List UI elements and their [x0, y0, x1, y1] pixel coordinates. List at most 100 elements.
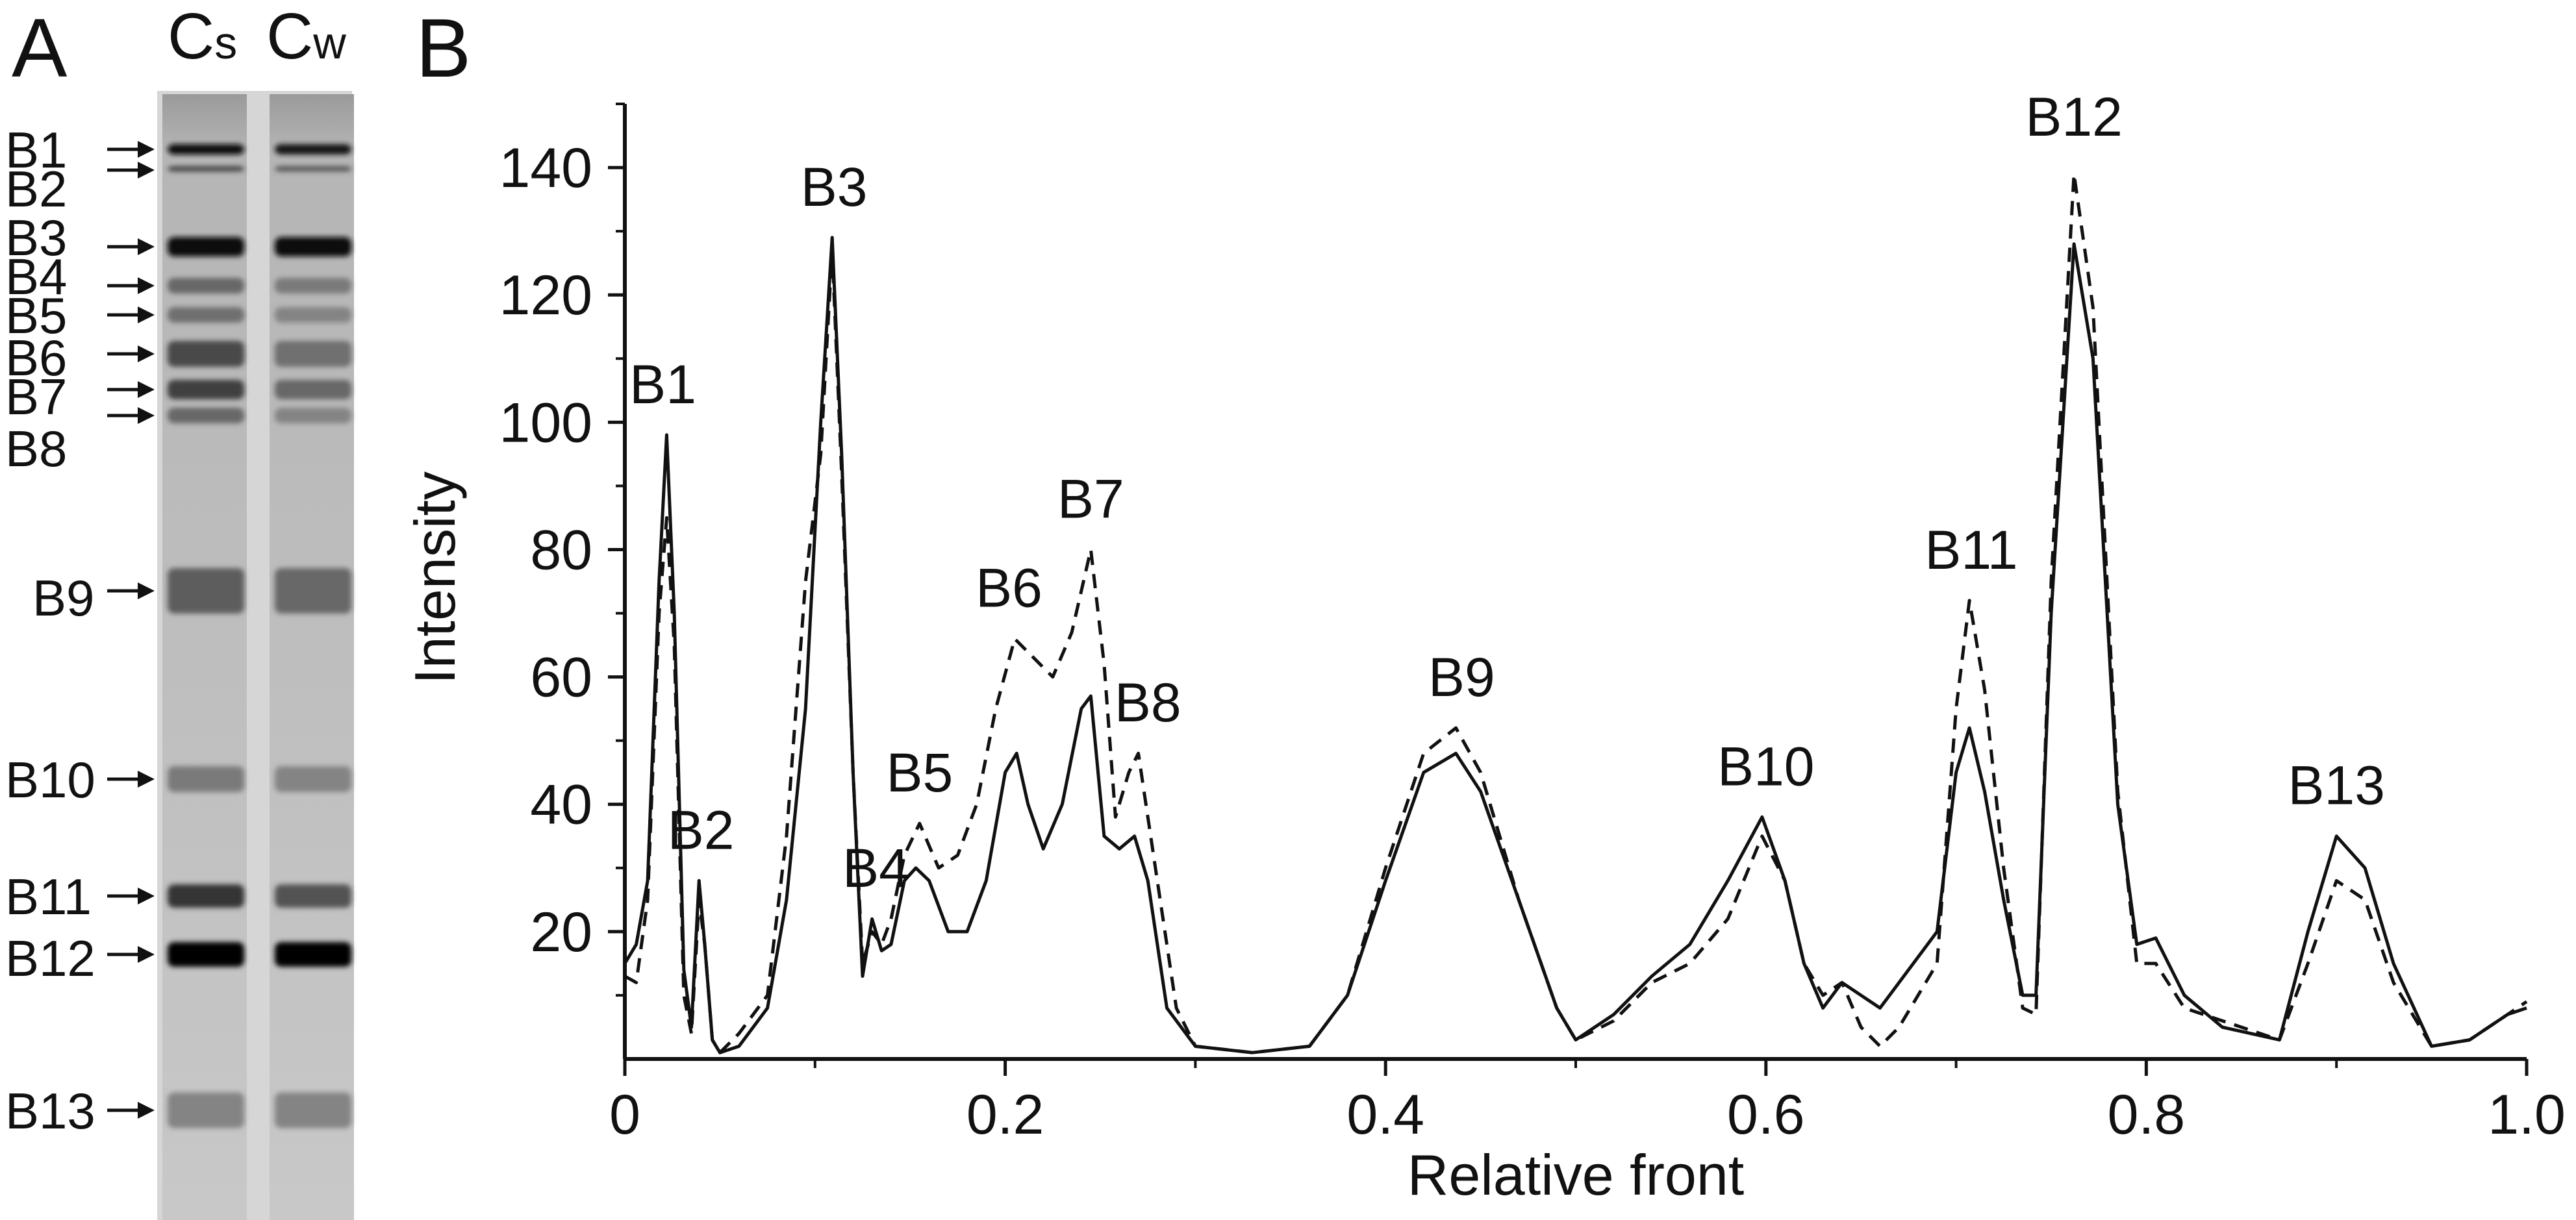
gel-band — [275, 237, 351, 256]
band-arrow-head — [138, 306, 155, 323]
gel-lane-cs — [162, 94, 247, 1220]
gel-band — [275, 884, 351, 908]
gel-band — [168, 1092, 244, 1128]
band-label-b2: B2 — [5, 160, 67, 218]
band-label-b3: B3 — [5, 209, 67, 266]
series-lines — [623, 172, 2528, 1054]
lane-label-cs: Cs — [168, 0, 237, 73]
peak-label-b2: B2 — [668, 799, 735, 860]
x-ticks: 0 0.2 0.4 0.6 0.8 1.0 — [609, 1059, 2566, 1146]
gel-band — [168, 884, 244, 908]
gel-band — [275, 307, 351, 323]
gel-band — [168, 408, 244, 423]
y-ticks: 20 40 60 80 100 120 140 — [499, 103, 625, 997]
band-arrow-head — [138, 771, 155, 788]
band-label-b1: B1 — [5, 121, 67, 179]
band-label-b12: B12 — [5, 930, 95, 987]
lane-label-cs-main: C — [168, 0, 214, 73]
x-tick-label: 0 — [609, 1084, 640, 1146]
band-label-b5: B5 — [5, 287, 67, 344]
x-tick-label: 0.2 — [966, 1084, 1044, 1146]
x-tick-label: 0.6 — [1727, 1084, 1805, 1146]
gel-band — [168, 568, 244, 614]
y-tick-label: 120 — [499, 264, 593, 327]
gel-band — [168, 144, 244, 155]
peak-label-b4: B4 — [842, 838, 909, 899]
band-label-b7: B7 — [5, 368, 67, 425]
gel-band — [275, 942, 351, 967]
gel-band — [168, 237, 244, 256]
band-label-b8: B8 — [5, 420, 67, 477]
x-tick-label: 0.8 — [2108, 1084, 2186, 1146]
band-arrow-head — [138, 141, 155, 158]
band-label-b9: B9 — [32, 569, 94, 627]
band-arrow-head — [138, 238, 155, 255]
band-arrow-head — [138, 582, 155, 599]
band-arrow-head — [138, 277, 155, 294]
peak-label-b6: B6 — [976, 558, 1042, 619]
peak-label-b1: B1 — [629, 354, 696, 415]
band-label-b13: B13 — [5, 1082, 95, 1139]
peak-label-b7: B7 — [1057, 468, 1124, 529]
gel-lane-cw — [270, 94, 354, 1220]
band-label-b4: B4 — [5, 248, 67, 305]
gel-band — [168, 166, 244, 171]
gel-band — [275, 766, 351, 792]
band-arrow-head — [138, 162, 155, 179]
gel-band — [168, 278, 244, 293]
band-label-b11: B11 — [5, 868, 92, 925]
gel-band — [275, 341, 351, 367]
band-label-b10: B10 — [5, 751, 95, 808]
band-arrow-head — [138, 1102, 155, 1119]
lane-label-cw-sub: w — [312, 18, 346, 68]
y-tick-label: 80 — [530, 519, 592, 581]
peak-label-b3: B3 — [801, 156, 868, 218]
band-arrow-head — [138, 888, 155, 904]
peak-label-b10: B10 — [1717, 736, 1814, 797]
gel-band — [275, 568, 351, 614]
gel-band — [168, 942, 244, 967]
gel-band — [168, 307, 244, 323]
y-tick-label: 40 — [530, 774, 592, 836]
y-tick-label: 100 — [499, 392, 593, 454]
peak-label-b13: B13 — [2288, 755, 2384, 816]
peak-label-b12: B12 — [2025, 86, 2122, 147]
y-tick-label: 20 — [530, 901, 592, 964]
series-line-solid — [623, 236, 2527, 1054]
x-tick-label: 1.0 — [2488, 1084, 2566, 1146]
band-arrow-head — [138, 345, 155, 362]
band-label-b6: B6 — [5, 329, 67, 386]
gel-band — [168, 341, 244, 367]
gel-band — [275, 278, 351, 293]
gel-band — [168, 766, 244, 792]
gel-bands — [168, 144, 351, 1128]
band-arrow-head — [138, 946, 155, 963]
series-line-dashed — [624, 172, 2528, 1054]
y-tick-label: 60 — [530, 647, 592, 709]
y-axis-label: Intensity — [403, 471, 467, 684]
gel-band — [275, 1092, 351, 1128]
band-arrow-head — [138, 407, 155, 424]
panel-b-label: B — [416, 2, 471, 95]
x-axis-label: Relative front — [1408, 1143, 1744, 1207]
peak-label-b5: B5 — [886, 742, 953, 803]
gel-band — [275, 144, 351, 155]
gel-band — [275, 166, 351, 171]
peak-label-b11: B11 — [1925, 519, 2017, 580]
band-arrow-head — [138, 381, 155, 398]
lane-label-cw: Cw — [266, 0, 346, 73]
lane-label-cs-sub: s — [214, 18, 237, 68]
x-tick-label: 0.4 — [1346, 1084, 1424, 1146]
gel-band — [275, 380, 351, 399]
peak-label-b8: B8 — [1115, 672, 1181, 733]
y-tick-label: 140 — [499, 137, 593, 199]
panel-a-label: A — [12, 2, 68, 95]
lane-label-cw-main: C — [266, 0, 313, 73]
peak-label-b9: B9 — [1428, 647, 1495, 708]
